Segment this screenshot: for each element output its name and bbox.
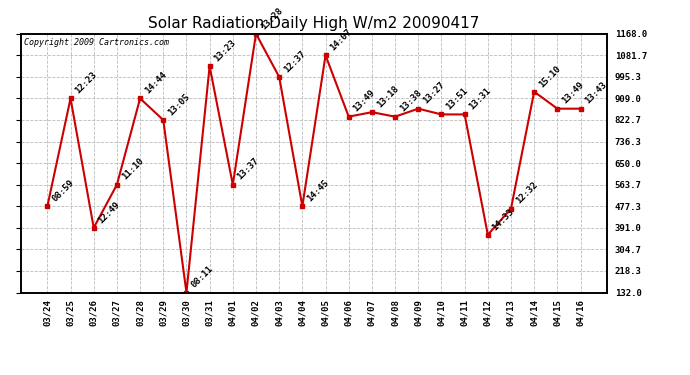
Text: 13:23: 13:23: [213, 38, 238, 63]
Text: Copyright 2009 Cartronics.com: Copyright 2009 Cartronics.com: [23, 38, 168, 46]
Text: 14:33: 14:33: [491, 207, 516, 232]
Text: 12:32: 12:32: [514, 180, 539, 206]
Text: 13:27: 13:27: [421, 81, 446, 106]
Text: 13:49: 13:49: [560, 81, 586, 106]
Text: 13:05: 13:05: [166, 92, 191, 117]
Text: 13:43: 13:43: [583, 81, 609, 106]
Title: Solar Radiation Daily High W/m2 20090417: Solar Radiation Daily High W/m2 20090417: [148, 16, 480, 31]
Text: 14:07: 14:07: [328, 27, 354, 52]
Text: 08:11: 08:11: [189, 264, 215, 290]
Text: 13:37: 13:37: [235, 156, 261, 182]
Text: 13:38: 13:38: [398, 88, 423, 114]
Text: 14:44: 14:44: [143, 70, 168, 96]
Text: 14:45: 14:45: [305, 178, 331, 204]
Text: 08:59: 08:59: [50, 178, 75, 204]
Text: 12:49: 12:49: [97, 200, 122, 225]
Text: 13:51: 13:51: [444, 86, 470, 112]
Text: 13:28: 13:28: [259, 6, 284, 31]
Text: 13:31: 13:31: [467, 86, 493, 112]
Text: 12:37: 12:37: [282, 49, 307, 74]
Text: 11:10: 11:10: [119, 156, 145, 182]
Text: 13:49: 13:49: [351, 88, 377, 114]
Text: 13:18: 13:18: [375, 84, 400, 110]
Text: 12:23: 12:23: [73, 70, 99, 96]
Text: 15:10: 15:10: [537, 63, 562, 89]
